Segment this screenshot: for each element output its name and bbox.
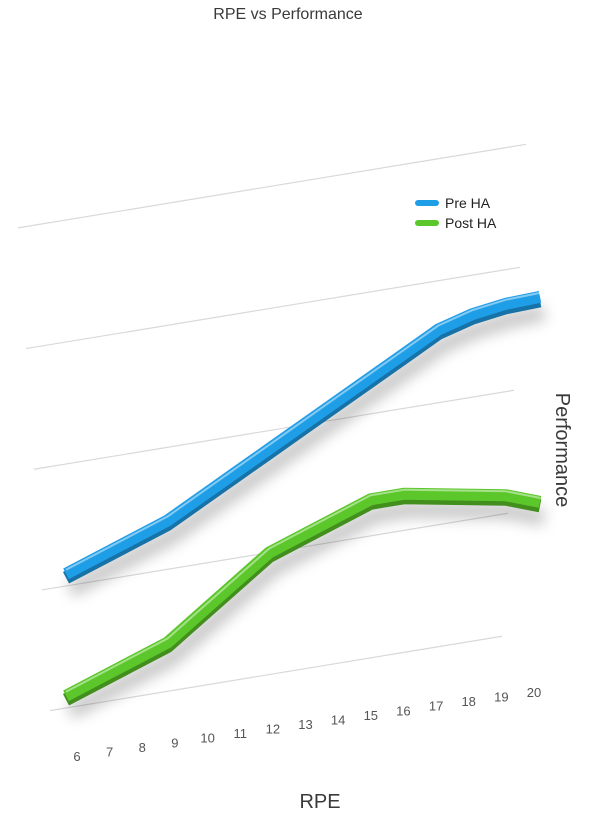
chart-title: RPE vs Performance (213, 6, 362, 23)
legend-label-post-ha: Post HA (445, 215, 497, 231)
x-tick-label: 10 (200, 731, 214, 746)
x-tick-labels: 6 7 8 9 10 11 12 13 14 15 16 17 18 19 20 (73, 685, 541, 764)
x-tick-label: 13 (298, 717, 312, 732)
x-tick-label: 14 (331, 712, 345, 727)
series-shadow-pre-ha (66, 305, 546, 597)
x-tick-label: 17 (429, 699, 443, 714)
gridline (33, 389, 515, 470)
y-axis-label: Performance (551, 393, 573, 508)
series-highlight-pre-ha (65, 291, 541, 571)
x-tick-label: 6 (73, 749, 80, 764)
series-line-post-ha (63, 487, 542, 702)
series-line-pre-ha (63, 291, 542, 580)
legend: Pre HA Post HA (415, 195, 497, 231)
x-tick-label: 20 (527, 685, 541, 700)
series-highlight-post-ha (65, 488, 541, 693)
legend-label-pre-ha: Pre HA (445, 195, 491, 211)
x-tick-label: 11 (233, 726, 247, 741)
x-tick-label: 15 (364, 708, 378, 723)
legend-item-post-ha: Post HA (415, 215, 497, 231)
x-tick-label: 16 (396, 703, 410, 718)
series-shadow-post-ha (66, 501, 546, 719)
x-tick-label: 12 (266, 722, 280, 737)
x-tick-label: 7 (106, 744, 113, 759)
legend-item-pre-ha: Pre HA (415, 195, 491, 211)
grid-lines (17, 143, 527, 712)
series-shadows (66, 305, 546, 719)
gridline (49, 635, 503, 712)
x-tick-label: 19 (494, 690, 508, 705)
x-axis-label: RPE (299, 791, 340, 813)
series-lines (62, 291, 542, 706)
gridline (25, 266, 521, 350)
x-tick-label: 8 (139, 740, 146, 755)
x-tick-label: 9 (171, 735, 178, 750)
x-tick-label: 18 (461, 694, 475, 709)
gridline (17, 143, 527, 229)
